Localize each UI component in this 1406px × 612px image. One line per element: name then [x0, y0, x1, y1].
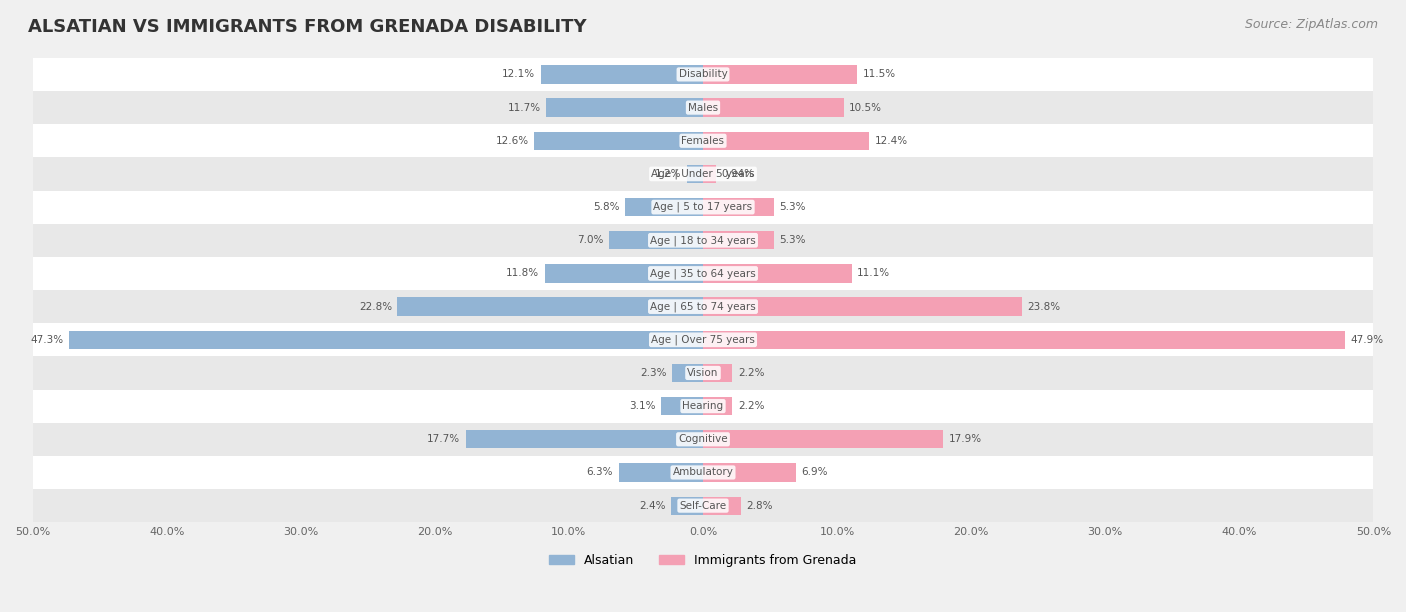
Bar — [703, 397, 733, 416]
Bar — [688, 165, 703, 183]
Text: Cognitive: Cognitive — [678, 435, 728, 444]
Bar — [32, 124, 1374, 157]
Text: 47.9%: 47.9% — [1351, 335, 1384, 345]
Bar — [32, 323, 1374, 356]
Text: 11.7%: 11.7% — [508, 103, 541, 113]
Text: Hearing: Hearing — [682, 401, 724, 411]
Text: 11.1%: 11.1% — [858, 269, 890, 278]
Bar — [32, 257, 1374, 290]
Bar — [398, 297, 703, 316]
Text: 12.4%: 12.4% — [875, 136, 908, 146]
Bar — [703, 198, 775, 216]
Text: 3.1%: 3.1% — [630, 401, 657, 411]
Text: 7.0%: 7.0% — [578, 235, 603, 245]
Text: Age | 18 to 34 years: Age | 18 to 34 years — [650, 235, 756, 245]
Text: Age | Over 75 years: Age | Over 75 years — [651, 335, 755, 345]
Bar — [703, 297, 1022, 316]
Bar — [544, 264, 703, 283]
Text: 17.7%: 17.7% — [427, 435, 460, 444]
Bar — [32, 91, 1374, 124]
Text: Self-Care: Self-Care — [679, 501, 727, 510]
Text: 10.5%: 10.5% — [849, 103, 882, 113]
Text: 0.94%: 0.94% — [721, 169, 754, 179]
Text: 12.1%: 12.1% — [502, 69, 536, 80]
Bar — [32, 456, 1374, 489]
Bar — [671, 496, 703, 515]
Bar — [69, 330, 703, 349]
Text: Vision: Vision — [688, 368, 718, 378]
Bar — [703, 430, 943, 449]
Bar — [32, 290, 1374, 323]
Text: Disability: Disability — [679, 69, 727, 80]
Bar — [661, 397, 703, 416]
Text: 6.3%: 6.3% — [586, 468, 613, 477]
Text: Age | 35 to 64 years: Age | 35 to 64 years — [650, 268, 756, 278]
Text: 17.9%: 17.9% — [949, 435, 981, 444]
Bar — [619, 463, 703, 482]
Text: 6.9%: 6.9% — [801, 468, 827, 477]
Bar — [672, 364, 703, 382]
Bar — [703, 65, 858, 84]
Bar — [465, 430, 703, 449]
Bar — [541, 65, 703, 84]
Text: 12.6%: 12.6% — [495, 136, 529, 146]
Text: Age | Under 5 years: Age | Under 5 years — [651, 169, 755, 179]
Bar — [32, 356, 1374, 390]
Text: 11.8%: 11.8% — [506, 269, 540, 278]
Text: ALSATIAN VS IMMIGRANTS FROM GRENADA DISABILITY: ALSATIAN VS IMMIGRANTS FROM GRENADA DISA… — [28, 18, 586, 36]
Bar — [32, 157, 1374, 190]
Text: 23.8%: 23.8% — [1028, 302, 1060, 312]
Bar — [32, 224, 1374, 257]
Bar — [626, 198, 703, 216]
Bar — [546, 99, 703, 117]
Text: 2.2%: 2.2% — [738, 368, 765, 378]
Bar — [703, 231, 775, 250]
Bar — [32, 390, 1374, 423]
Bar — [703, 99, 844, 117]
Text: Males: Males — [688, 103, 718, 113]
Bar — [32, 190, 1374, 224]
Text: 2.8%: 2.8% — [747, 501, 772, 510]
Bar — [609, 231, 703, 250]
Text: Ambulatory: Ambulatory — [672, 468, 734, 477]
Text: Age | 5 to 17 years: Age | 5 to 17 years — [654, 202, 752, 212]
Bar — [703, 463, 796, 482]
Bar — [32, 423, 1374, 456]
Text: 2.2%: 2.2% — [738, 401, 765, 411]
Text: 47.3%: 47.3% — [31, 335, 63, 345]
Text: 2.3%: 2.3% — [640, 368, 666, 378]
Text: 5.8%: 5.8% — [593, 202, 620, 212]
Text: 11.5%: 11.5% — [862, 69, 896, 80]
Bar — [534, 132, 703, 150]
Text: 2.4%: 2.4% — [638, 501, 665, 510]
Bar — [703, 364, 733, 382]
Bar — [703, 264, 852, 283]
Text: Age | 65 to 74 years: Age | 65 to 74 years — [650, 301, 756, 312]
Text: 5.3%: 5.3% — [779, 235, 806, 245]
Bar — [32, 58, 1374, 91]
Bar — [703, 132, 869, 150]
Legend: Alsatian, Immigrants from Grenada: Alsatian, Immigrants from Grenada — [544, 549, 862, 572]
Bar — [703, 165, 716, 183]
Bar — [703, 330, 1346, 349]
Bar — [32, 489, 1374, 522]
Text: 1.2%: 1.2% — [655, 169, 682, 179]
Text: Females: Females — [682, 136, 724, 146]
Text: 5.3%: 5.3% — [779, 202, 806, 212]
Text: 22.8%: 22.8% — [359, 302, 392, 312]
Text: Source: ZipAtlas.com: Source: ZipAtlas.com — [1244, 18, 1378, 31]
Bar — [703, 496, 741, 515]
